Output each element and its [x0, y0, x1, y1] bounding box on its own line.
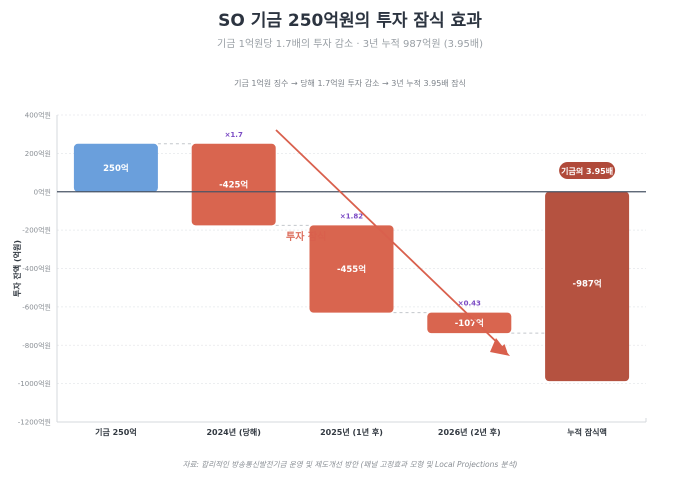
annotations: ×1.7 ×1.82 ×0.43 투자 잠식 기금의 3.95배 — [225, 129, 616, 356]
y-tick-label: 400억원 — [25, 111, 51, 120]
source-note: 자료: 합리적인 방송통신발전기금 운영 및 제도개선 방안 (패널 고정효과 … — [182, 460, 518, 469]
y-tick-label: 0억원 — [34, 187, 51, 196]
trend-arrow — [275, 129, 508, 353]
x-tick-label: 2024년 (당해) — [206, 427, 260, 437]
x-tick-label: 누적 잠식액 — [567, 427, 607, 437]
bar-value-label: -987억 — [573, 278, 602, 289]
bar-value-label: -455억 — [337, 264, 366, 275]
cumulative-badge-text: 기금의 3.95배 — [561, 166, 613, 176]
bar-1 — [191, 143, 276, 226]
y-tick-label: -1200억원 — [18, 418, 51, 427]
bar-0 — [73, 143, 158, 192]
bar-value-label: 250억 — [103, 163, 129, 174]
arrow-head-icon — [490, 338, 510, 356]
x-tick-label: 2026년 (2년 후) — [438, 427, 501, 437]
chart-subtitle: 기금 1억원당 1.7배의 투자 감소 · 3년 누적 987억원 (3.95배… — [217, 39, 483, 50]
bar-value-label: -107억 — [455, 318, 484, 329]
x-tick-label: 기금 250억 — [95, 427, 137, 437]
y-axis-title: 투자 잔액 (억원) — [12, 240, 22, 297]
y-axis-ticks: 400억원 200억원 0억원 -200억원 -400억원 -600억원 -800억원 -10… — [12, 111, 51, 427]
bar-2 — [309, 225, 394, 313]
y-tick-label: -800억원 — [22, 341, 51, 350]
plot-frame — [56, 115, 647, 423]
chart-title: SO 기금 250억원의 투자 잠식 효과 — [218, 11, 482, 31]
y-tick-label: 200억원 — [25, 149, 51, 158]
x-axis-labels: 기금 250억 2024년 (당해) 2025년 (1년 후) 2026년 (2년 후… — [95, 427, 607, 437]
y-tick-label: -200억원 — [22, 226, 51, 235]
bars: 250억 -425억 -455억 -107억 -987억 — [57, 143, 646, 382]
bar-4 — [545, 191, 630, 382]
bar-value-label: -425억 — [219, 180, 248, 191]
x-tick-label: 2025년 (1년 후) — [320, 427, 383, 437]
bar-3 — [427, 312, 512, 334]
multiplier-label: ×1.82 — [340, 212, 363, 220]
erosion-label: 투자 잠식 — [286, 230, 326, 243]
cumulative-badge — [559, 162, 616, 179]
y-tick-label: -1000억원 — [18, 379, 51, 388]
multiplier-label: ×1.7 — [225, 131, 243, 139]
chart-caption: 기금 1억원 징수 → 당해 1.7억원 투자 감소 → 3년 누적 3.95배… — [234, 79, 466, 88]
y-tick-label: -600억원 — [22, 302, 51, 311]
y-tick-label: -400억원 — [22, 264, 51, 273]
multiplier-label: ×0.43 — [458, 300, 481, 308]
